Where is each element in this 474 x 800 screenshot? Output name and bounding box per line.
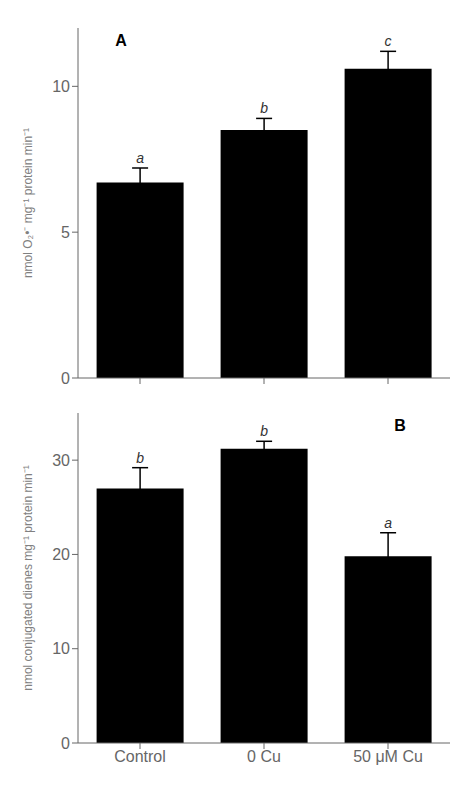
svg-text:b: b <box>136 450 144 466</box>
svg-text:0 Cu: 0 Cu <box>247 748 281 765</box>
svg-text:10: 10 <box>52 640 70 657</box>
svg-text:a: a <box>384 515 392 531</box>
svg-text:b: b <box>260 100 268 116</box>
svg-text:Control: Control <box>114 748 166 765</box>
svg-text:30: 30 <box>52 452 70 469</box>
svg-text:nmol O₂•⁻ mg⁻¹ protein min⁻¹: nmol O₂•⁻ mg⁻¹ protein min⁻¹ <box>21 128 35 278</box>
svg-text:0: 0 <box>61 735 70 752</box>
svg-text:0: 0 <box>61 370 70 387</box>
svg-text:a: a <box>136 150 144 166</box>
svg-text:10: 10 <box>52 78 70 95</box>
html-text:B: B <box>394 417 406 434</box>
svg-text:5: 5 <box>61 224 70 241</box>
svg-text:c: c <box>385 33 392 49</box>
svg-text:nmol conjugated dienes mg⁻¹ pr: nmol conjugated dienes mg⁻¹ protein min⁻… <box>21 465 35 690</box>
svg-text:50 μM Cu: 50 μM Cu <box>353 748 423 765</box>
svg-text:20: 20 <box>52 546 70 563</box>
svg-text:b: b <box>260 423 268 439</box>
html-text:A: A <box>115 32 127 49</box>
